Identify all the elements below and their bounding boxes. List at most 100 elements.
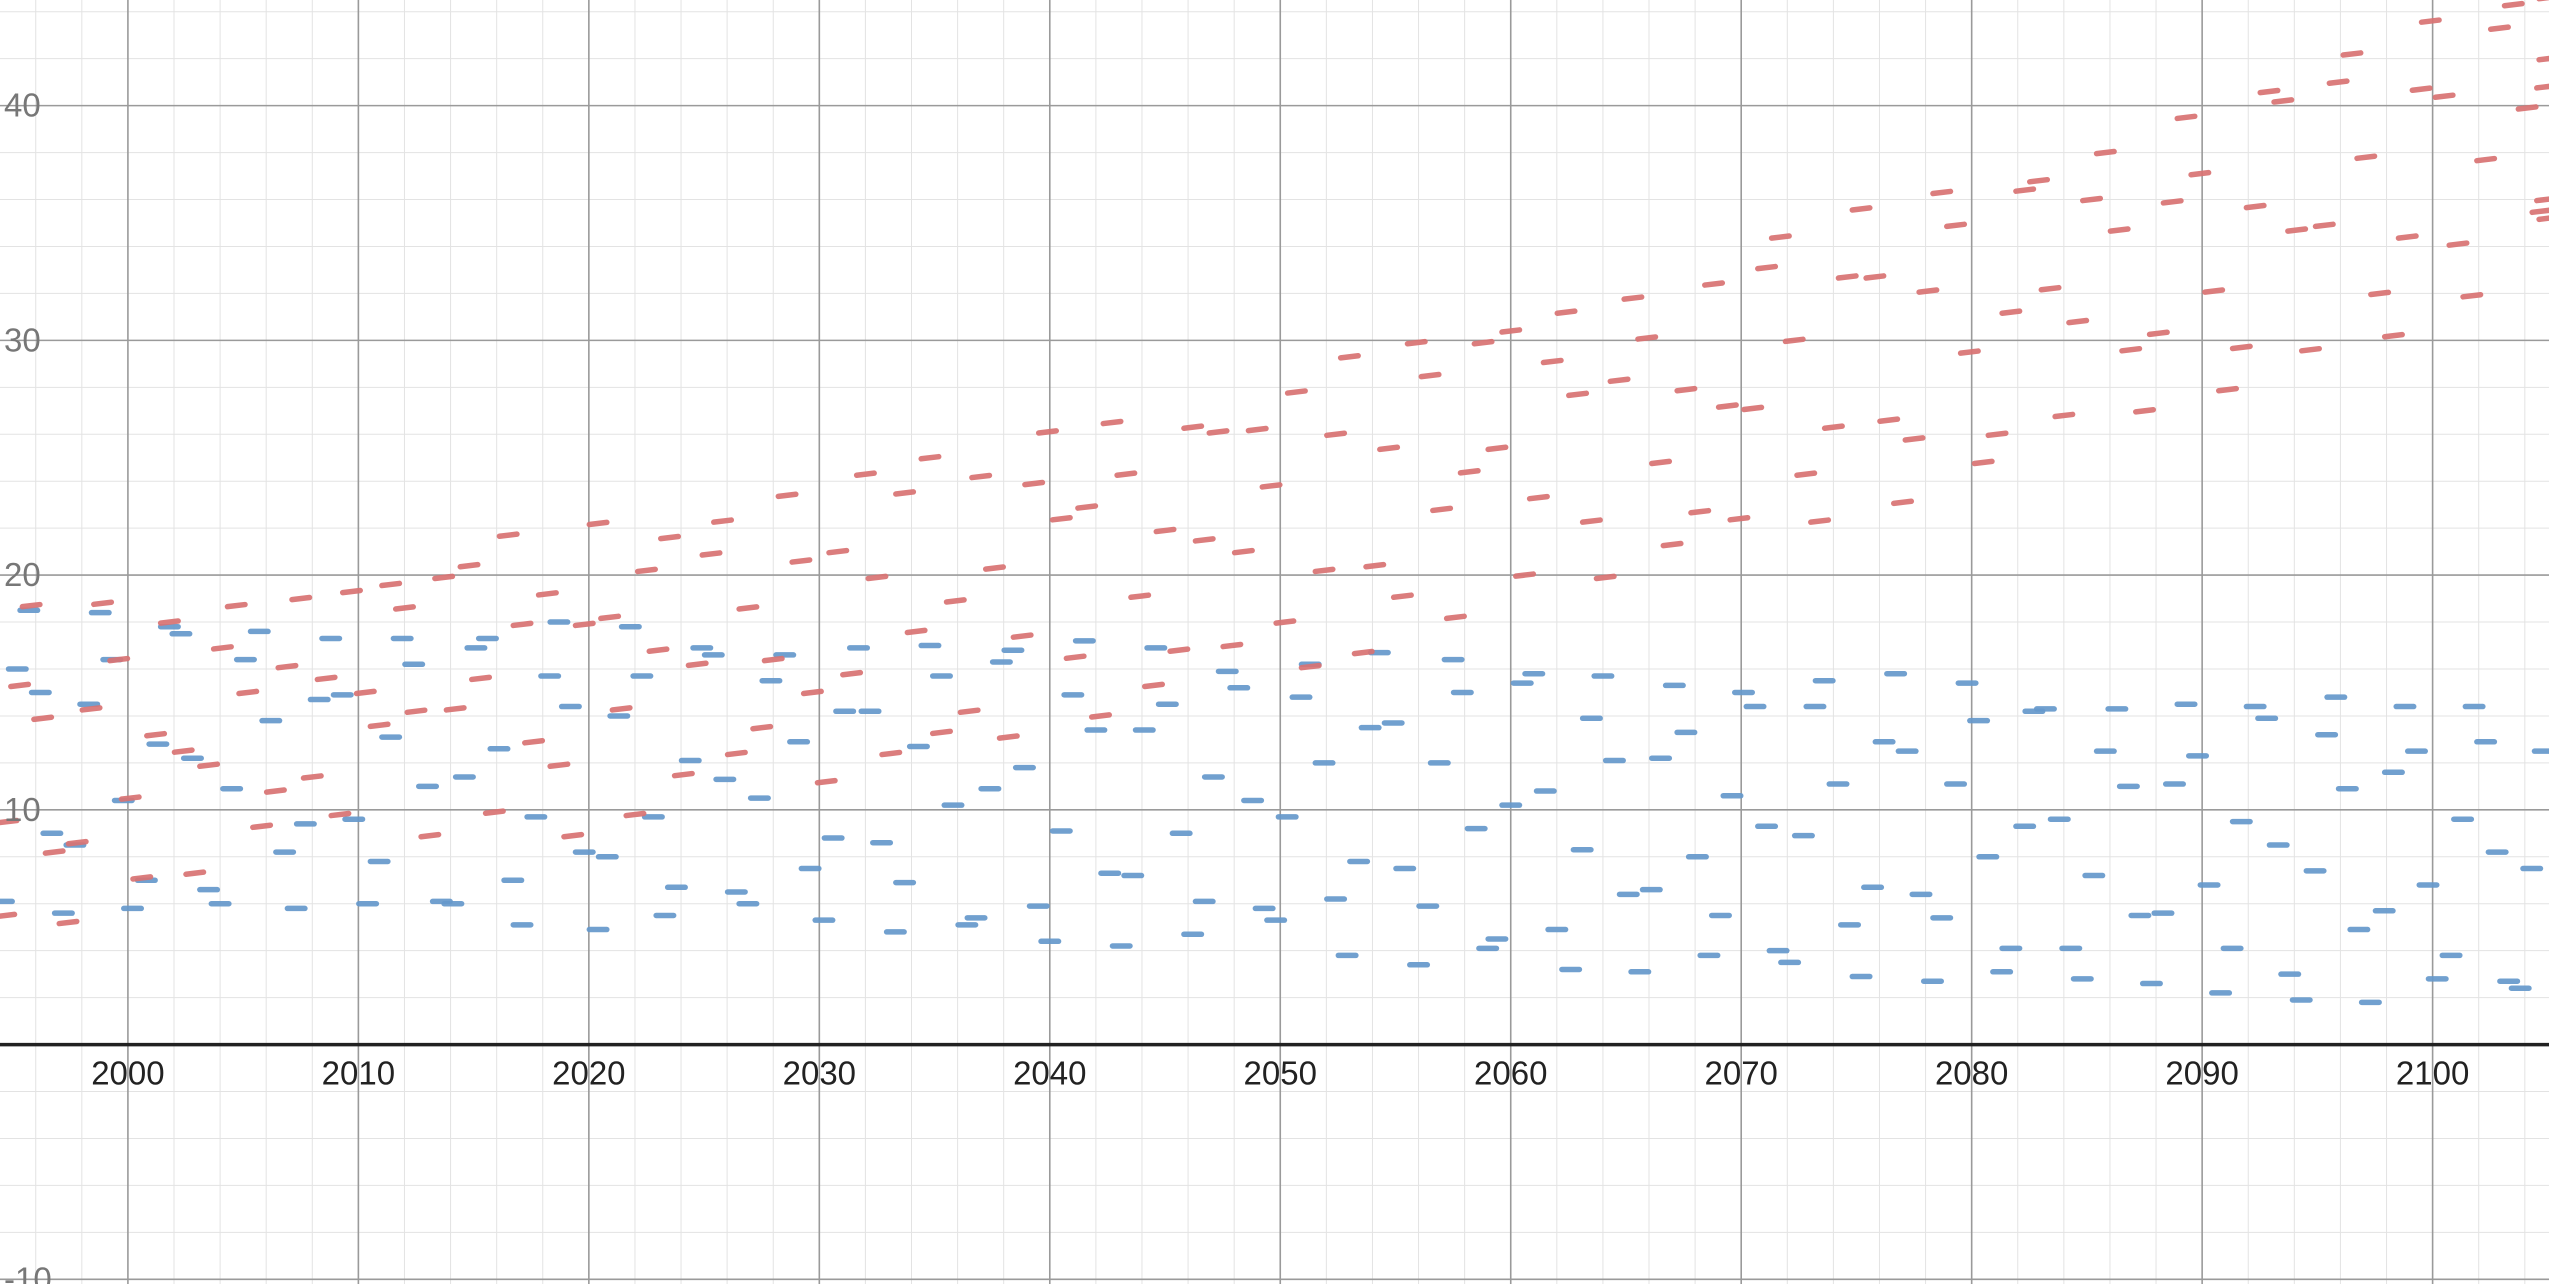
red-series-mark xyxy=(1337,352,1361,361)
red-series-mark xyxy=(2395,233,2419,241)
red-series-mark xyxy=(2368,289,2392,298)
red-series-mark xyxy=(130,874,154,882)
red-series-mark xyxy=(2298,345,2322,354)
red-series-mark xyxy=(482,808,506,816)
red-series-mark xyxy=(699,550,723,558)
red-series-mark xyxy=(1181,423,1205,432)
red-series-mark xyxy=(2536,55,2549,63)
red-series-mark xyxy=(367,721,391,730)
red-series-mark xyxy=(1298,662,1322,671)
red-series-mark xyxy=(210,644,234,652)
x-tick-label: 2090 xyxy=(2165,1055,2238,1092)
red-series-mark xyxy=(1035,428,1059,436)
red-series-mark xyxy=(736,604,760,612)
red-series-mark xyxy=(2432,92,2456,101)
red-series-mark xyxy=(2174,113,2198,122)
red-series-mark xyxy=(1457,468,1481,476)
red-series-mark xyxy=(1245,425,1269,434)
red-series-mark xyxy=(392,604,416,612)
red-series-mark xyxy=(2529,207,2549,216)
red-series-mark xyxy=(1916,287,1940,295)
red-series-mark xyxy=(1513,571,1537,579)
red-series-mark xyxy=(929,728,953,737)
red-series-mark xyxy=(2474,155,2498,164)
red-series-mark xyxy=(339,587,363,596)
red-series-mark xyxy=(56,918,80,927)
y-tick-label: 40 xyxy=(4,87,41,124)
red-series-mark xyxy=(1715,402,1739,410)
y-tick-label: 10 xyxy=(4,791,41,828)
red-series-mark xyxy=(2446,240,2470,248)
red-series-mark xyxy=(1010,632,1034,640)
red-series-mark xyxy=(2107,226,2131,234)
red-series-mark xyxy=(1755,263,1779,272)
red-series-mark xyxy=(1206,428,1230,436)
red-series-mark xyxy=(1607,376,1631,385)
red-series-mark xyxy=(0,817,20,826)
x-tick-label: 2080 xyxy=(1935,1055,2008,1092)
red-series-mark xyxy=(1363,561,1387,570)
red-series-mark xyxy=(1768,233,1792,241)
red-series-mark xyxy=(1128,592,1152,601)
red-series-mark xyxy=(1231,547,1255,556)
red-series-mark xyxy=(1485,444,1509,453)
red-series-mark xyxy=(2080,195,2104,204)
red-series-mark xyxy=(2271,97,2295,105)
red-series-mark xyxy=(982,564,1006,572)
red-series-mark xyxy=(1499,327,1523,335)
red-series-mark xyxy=(1324,430,1348,439)
red-series-mark xyxy=(510,620,534,629)
red-series-mark xyxy=(996,733,1020,741)
red-series-mark xyxy=(1063,653,1087,662)
red-series-mark xyxy=(2093,148,2117,157)
red-series-mark xyxy=(31,714,55,723)
x-tick-label: 2030 xyxy=(783,1055,856,1092)
red-series-mark xyxy=(1891,498,1915,507)
red-series-mark xyxy=(800,688,824,697)
red-series-mark xyxy=(250,822,274,831)
red-series-mark xyxy=(1702,280,1726,288)
red-series-mark xyxy=(957,707,981,716)
red-series-mark xyxy=(826,547,850,556)
red-series-mark xyxy=(443,705,467,713)
red-series-mark xyxy=(1649,458,1673,467)
red-series-mark xyxy=(1259,482,1283,490)
red-series-mark xyxy=(91,599,115,608)
red-series-mark xyxy=(775,491,799,500)
red-series-mark xyxy=(1192,536,1216,544)
x-tick-label: 2000 xyxy=(91,1055,164,1092)
red-series-mark xyxy=(1526,493,1550,502)
red-series-mark xyxy=(1153,526,1177,535)
red-series-mark xyxy=(2381,331,2405,340)
red-series-mark xyxy=(144,730,168,739)
red-series-mark xyxy=(2285,226,2309,234)
red-series-mark xyxy=(353,688,377,697)
x-tick-label: 2060 xyxy=(1474,1055,1547,1092)
red-series-mark xyxy=(943,597,967,605)
red-series-mark xyxy=(1471,338,1495,347)
red-series-mark xyxy=(598,613,622,622)
data-marks xyxy=(0,0,2549,1006)
red-series-mark xyxy=(1674,385,1698,394)
red-series-mark xyxy=(2534,83,2549,91)
red-series-mark xyxy=(2409,85,2433,94)
red-series-mark xyxy=(0,911,18,919)
red-series-mark xyxy=(2038,284,2062,293)
red-series-mark xyxy=(469,674,493,683)
red-series-mark xyxy=(1566,390,1590,399)
red-series-mark xyxy=(761,655,785,664)
red-series-mark xyxy=(2202,287,2226,295)
red-series-mark xyxy=(1688,507,1712,516)
red-series-mark xyxy=(1660,540,1684,549)
red-series-mark xyxy=(118,794,142,802)
y-tick-label: 30 xyxy=(4,321,41,358)
red-series-mark xyxy=(918,453,942,462)
red-series-mark xyxy=(1930,188,1954,197)
red-series-mark xyxy=(8,681,32,690)
red-series-mark xyxy=(197,761,221,770)
red-series-mark xyxy=(2229,343,2253,352)
red-series-mark xyxy=(724,749,748,758)
red-series-mark xyxy=(535,590,559,598)
red-series-mark xyxy=(1782,336,1806,345)
